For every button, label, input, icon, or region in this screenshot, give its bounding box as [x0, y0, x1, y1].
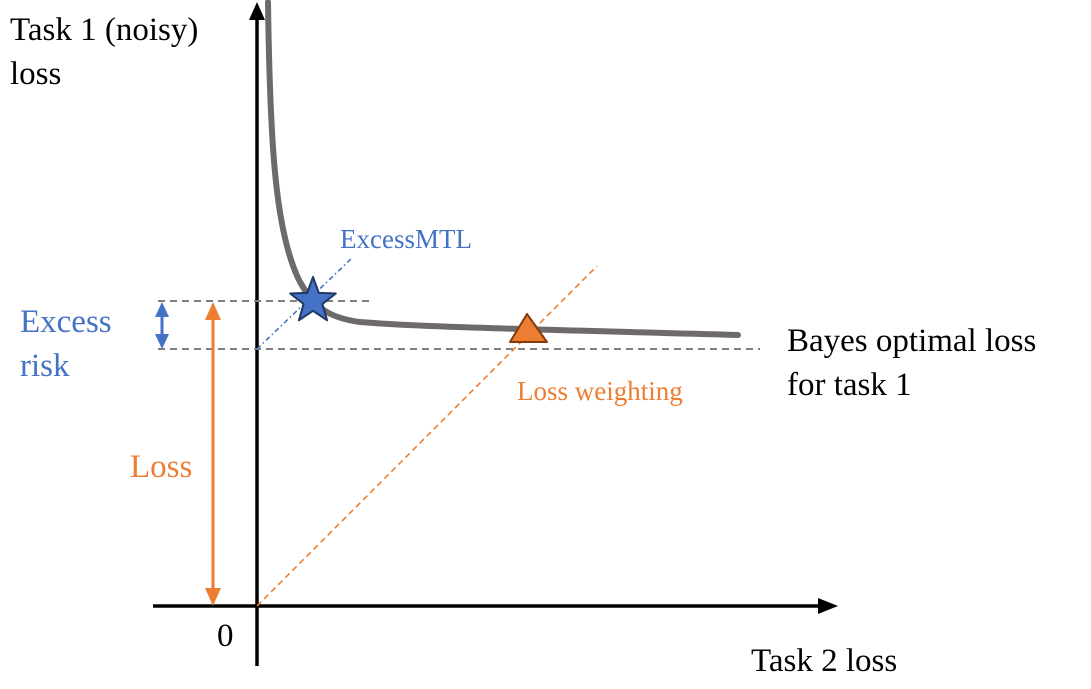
- y-axis-arrowhead: [249, 2, 265, 20]
- y-axis-label-line2: loss: [10, 56, 61, 92]
- bayes-optimal-label-line2: for task 1: [787, 367, 912, 403]
- excess-mtl-star-icon: [289, 276, 337, 322]
- y-axis-label-line1: Task 1 (noisy): [10, 12, 198, 48]
- excess-risk-arrowhead-down: [155, 334, 169, 349]
- loss-arrowhead-down: [205, 588, 221, 606]
- x-axis-label: Task 2 loss: [751, 643, 897, 679]
- origin-label: 0: [217, 618, 234, 654]
- x-axis-arrowhead: [818, 598, 838, 614]
- bayes-optimal-label-line1: Bayes optimal loss: [787, 323, 1036, 359]
- loss-weighting-triangle-icon: [509, 313, 548, 343]
- loss-label: Loss: [130, 449, 192, 485]
- excess-risk-label-line2: risk: [20, 348, 70, 384]
- excess-risk-arrowhead-up: [155, 302, 169, 317]
- excess-mtl-label: ExcessMTL: [340, 224, 472, 254]
- loss-arrowhead-up: [205, 302, 221, 320]
- loss-weighting-ray: [256, 265, 598, 607]
- loss-weighting-label: Loss weighting: [517, 376, 683, 406]
- pareto-front-curve: [265, 0, 741, 338]
- excess-risk-label-line1: Excess: [20, 304, 112, 340]
